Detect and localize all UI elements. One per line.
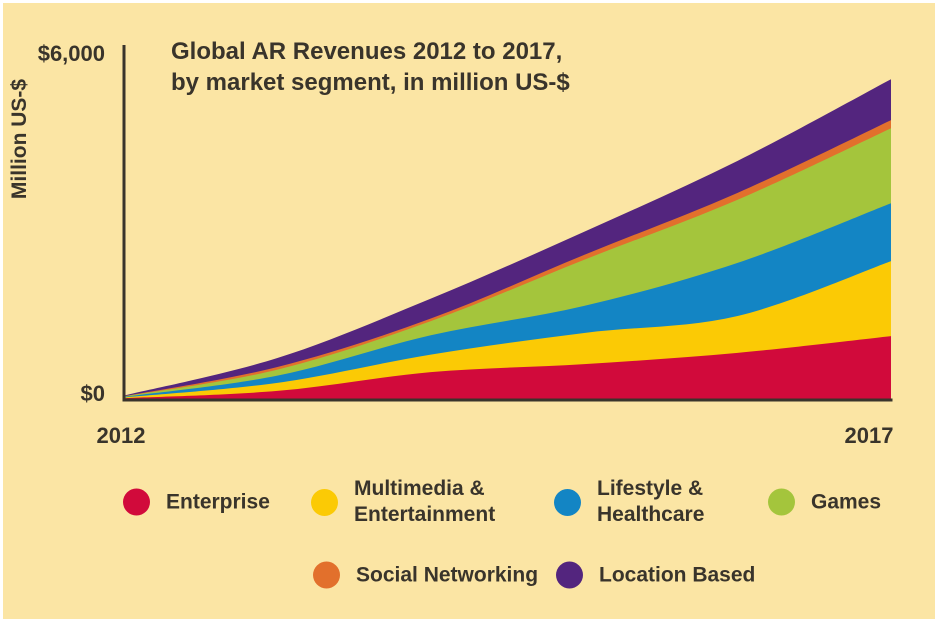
location-based-swatch-icon [556,561,583,589]
area-enterprise [124,336,891,399]
legend-label-games: Games [811,490,882,513]
legend-label-enterprise: Enterprise [166,490,270,513]
legend-item-games: Games [768,488,882,516]
enterprise-swatch-icon [123,488,150,516]
legend: Enterprise Multimedia & Entertainment Li… [3,3,935,619]
legend-label-location-based: Location Based [599,563,756,586]
legend-label-multimedia-entertainment: Multimedia & Entertainment [354,477,496,526]
legend-label-lifestyle-healthcare: Lifestyle & Healthcare [597,477,705,526]
chart-canvas [122,45,893,402]
multimedia-swatch-icon [311,488,338,516]
y-tick-0: $0 [80,381,105,406]
y-tick-6000: $6,000 [37,41,105,66]
legend-label-social-networking: Social Networking [356,563,539,586]
x-tick-2012: 2012 [96,423,146,448]
legend-item-lifestyle-healthcare: Lifestyle & Healthcare [554,476,704,528]
chart-title: Global AR Revenues 2012 to 2017, by mark… [171,38,570,96]
social-networking-swatch-icon [313,561,340,589]
legend-item-social-networking: Social Networking [313,561,539,589]
legend-item-multimedia-entertainment: Multimedia & Entertainment [311,476,495,528]
lifestyle-swatch-icon [554,488,581,516]
x-tick-2017: 2017 [844,423,894,448]
games-swatch-icon [768,488,795,516]
legend-item-location-based: Location Based [556,561,756,589]
legend-item-enterprise: Enterprise [123,488,270,516]
